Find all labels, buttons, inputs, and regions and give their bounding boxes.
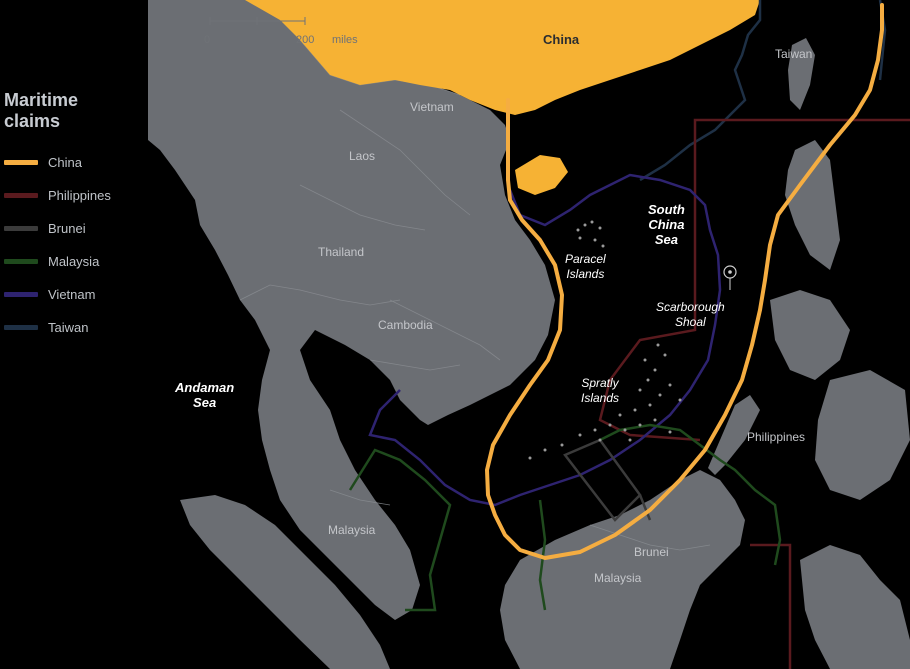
- scale-end-label: 200: [296, 34, 315, 46]
- hainan-island: [515, 155, 568, 195]
- label-scarborough-line1: Scarborough: [656, 300, 725, 314]
- label-spratly-line1: Spratly: [581, 376, 619, 390]
- label-andaman-sea-line1: Andaman: [175, 380, 235, 395]
- label-andaman-sea-line2: Sea: [193, 395, 217, 410]
- china-nine-dash-line: [485, 3, 884, 560]
- legend-label-taiwan: Taiwan: [48, 319, 89, 335]
- label-cambodia: Cambodia: [378, 318, 433, 332]
- label-taiwan: Taiwan: [775, 47, 813, 61]
- label-laos: Laos: [349, 149, 376, 163]
- legend-label-vietnam: Vietnam: [48, 286, 96, 302]
- legend-swatch-vietnam: [4, 291, 38, 297]
- legend-swatch-china: [4, 159, 38, 165]
- legend: Maritime claims China Philippines Brunei…: [4, 90, 144, 335]
- legend-label-brunei: Brunei: [48, 220, 86, 236]
- label-south-china-sea-line3: Sea: [654, 232, 678, 247]
- label-malaysia-east: Malaysia: [594, 571, 642, 585]
- legend-item-malaysia: Malaysia: [4, 251, 99, 271]
- label-thailand: Thailand: [318, 245, 365, 259]
- legend-item-philippines: Philippines: [4, 185, 111, 205]
- scale-bar: [209, 17, 306, 25]
- label-malaysia-west: Malaysia: [328, 523, 376, 537]
- legend-item-taiwan: Taiwan: [4, 317, 88, 337]
- legend-swatch-philippines: [4, 192, 38, 198]
- china-landmass: [245, 0, 760, 115]
- scale-start-label: 0: [204, 34, 211, 46]
- visayas-islands: [770, 290, 850, 380]
- legend-item-brunei: Brunei: [4, 218, 86, 238]
- label-scarborough-line2: Shoal: [675, 315, 706, 329]
- vietnam-claim-line: [368, 173, 722, 507]
- label-paracel-line1: Paracel: [565, 252, 606, 266]
- legend-label-china: China: [48, 154, 82, 170]
- legend-item-china: China: [4, 152, 82, 172]
- label-scarborough-shoal: Scarborough Shoal: [656, 300, 725, 330]
- label-south-china-sea: South China Sea: [648, 202, 685, 247]
- luzon-island: [785, 140, 840, 270]
- label-paracel-islands: Paracel Islands: [565, 252, 606, 282]
- borneo-landmass: [500, 470, 745, 669]
- label-china: China: [543, 32, 580, 47]
- palawan-island: [708, 395, 760, 475]
- label-south-china-sea-line1: South: [648, 202, 685, 217]
- legend-swatch-malaysia: [4, 258, 38, 264]
- brunei-claim-line: [563, 438, 652, 522]
- label-vietnam: Vietnam: [410, 100, 454, 114]
- legend-swatch-brunei: [4, 225, 38, 231]
- legend-title: Maritime claims: [4, 90, 79, 131]
- legend-label-philippines: Philippines: [48, 187, 111, 203]
- taiwan-island: [788, 38, 815, 110]
- label-andaman-sea: Andaman Sea: [175, 380, 234, 410]
- label-paracel-line2: Islands: [566, 267, 605, 281]
- philippines-claim-line: [598, 118, 910, 669]
- scale-unit-label: miles: [332, 34, 358, 46]
- label-spratly-line2: Islands: [581, 391, 620, 405]
- label-philippines: Philippines: [747, 430, 806, 444]
- legend-swatch-taiwan: [4, 324, 38, 330]
- mainland-landmass: [148, 0, 555, 620]
- legend-label-malaysia: Malaysia: [48, 253, 100, 269]
- paracel-islands-dots: [576, 220, 605, 248]
- spratly-islands-dots: [528, 343, 682, 460]
- malaysia-claim-line: [348, 423, 782, 612]
- sulawesi-landmass: [800, 545, 910, 669]
- label-brunei: Brunei: [634, 545, 669, 559]
- label-south-china-sea-line2: China: [648, 217, 685, 232]
- mindanao-island: [815, 370, 910, 500]
- scarborough-shoal-marker: [723, 265, 737, 290]
- legend-item-vietnam: Vietnam: [4, 284, 95, 304]
- label-spratly-islands: Spratly Islands: [581, 376, 619, 406]
- sumatra-landmass: [180, 495, 390, 669]
